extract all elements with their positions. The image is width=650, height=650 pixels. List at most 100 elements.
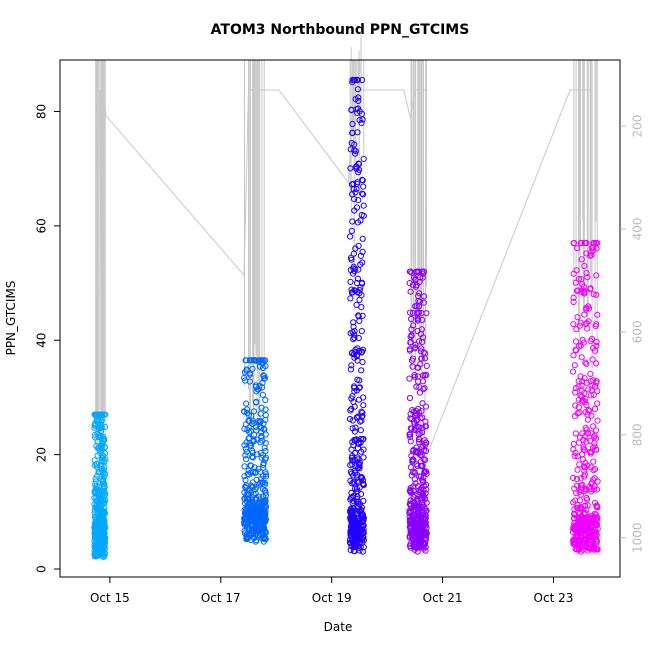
data-point <box>406 394 414 402</box>
data-point <box>408 315 415 323</box>
data-point <box>415 309 422 316</box>
data-point <box>258 359 265 366</box>
data-point <box>355 334 362 342</box>
data-point <box>593 446 600 453</box>
data-point <box>583 401 590 409</box>
data-point <box>360 155 367 162</box>
data-point <box>100 553 107 560</box>
data-point <box>349 129 356 136</box>
data-point <box>570 446 577 453</box>
data-point <box>248 412 255 419</box>
data-point <box>242 377 249 384</box>
data-point <box>407 333 414 340</box>
data-point <box>417 274 424 281</box>
data-point <box>249 420 256 427</box>
data-point <box>407 464 414 471</box>
data-point <box>421 541 428 548</box>
data-point <box>409 458 416 465</box>
data-point <box>407 339 414 346</box>
data-point <box>353 76 360 84</box>
data-point <box>423 499 430 506</box>
data-point <box>349 480 356 487</box>
data-point <box>587 338 594 345</box>
data-point <box>585 318 592 325</box>
data-point <box>98 476 105 483</box>
data-point <box>409 456 416 463</box>
y-tick-label: 20 <box>35 447 49 462</box>
data-point <box>583 438 590 445</box>
data-point <box>262 416 269 424</box>
data-point <box>573 267 580 274</box>
data-point <box>101 508 108 515</box>
data-point <box>419 274 426 281</box>
data-point <box>351 436 358 444</box>
data-point <box>417 452 424 459</box>
data-point <box>262 508 269 515</box>
data-point <box>351 384 358 391</box>
data-point <box>408 425 415 432</box>
data-point <box>587 448 594 456</box>
data-point <box>574 314 581 321</box>
data-point <box>415 521 422 528</box>
data-point <box>420 386 427 393</box>
data-point <box>594 417 601 424</box>
data-point <box>262 492 269 499</box>
data-point <box>359 176 366 183</box>
data-point <box>359 248 366 255</box>
data-point <box>354 507 361 514</box>
data-point <box>95 516 103 523</box>
data-point <box>243 367 250 374</box>
data-point <box>593 321 600 328</box>
data-point <box>590 545 597 552</box>
data-point <box>347 496 354 503</box>
data-point <box>413 530 420 538</box>
data-point <box>351 147 358 154</box>
data-point <box>101 510 108 518</box>
data-point <box>592 499 599 507</box>
data-point <box>417 330 424 338</box>
data-point <box>578 505 585 512</box>
y2-tick-label: 200 <box>631 115 645 138</box>
data-point <box>251 464 258 471</box>
data-point <box>355 97 362 105</box>
data-point <box>413 383 420 390</box>
y-tick-label: 60 <box>35 218 49 233</box>
data-point <box>406 542 414 550</box>
data-point <box>422 490 429 497</box>
overlay-line <box>99 89 593 461</box>
data-point <box>587 249 594 256</box>
data-point <box>578 256 585 263</box>
data-point <box>348 520 355 528</box>
data-point <box>408 326 415 333</box>
data-point <box>98 422 105 429</box>
data-point <box>581 287 588 294</box>
data-point <box>581 518 588 525</box>
data-point <box>355 242 362 250</box>
data-point <box>419 494 426 502</box>
data-point <box>406 346 413 353</box>
data-point <box>359 259 366 266</box>
data-point <box>243 448 250 455</box>
data-point <box>350 250 357 257</box>
data-point <box>590 239 597 247</box>
data-point <box>348 455 355 462</box>
data-point <box>359 190 366 197</box>
data-point <box>587 370 594 377</box>
data-point <box>355 313 362 320</box>
data-point <box>422 403 429 410</box>
data-point <box>422 516 429 523</box>
data-point <box>412 521 419 528</box>
data-point <box>590 486 598 493</box>
data-point <box>101 444 108 451</box>
data-point <box>577 518 584 526</box>
data-point <box>253 398 260 405</box>
data-point <box>252 516 260 523</box>
data-point <box>570 240 577 247</box>
data-point <box>359 358 366 366</box>
data-point <box>578 382 585 389</box>
data-point <box>241 374 248 381</box>
data-point <box>593 538 600 545</box>
data-point <box>583 306 590 313</box>
data-point <box>346 415 354 423</box>
data-point <box>583 379 590 386</box>
